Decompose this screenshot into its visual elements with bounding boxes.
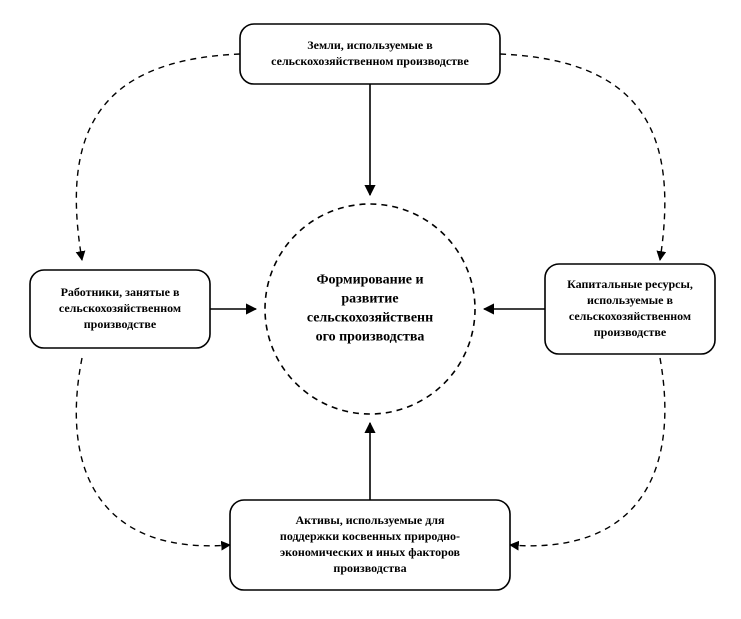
svg-text:развитие: развитие: [341, 292, 398, 307]
svg-text:сельскохозяйственном: сельскохозяйственном: [569, 309, 691, 323]
node-right: Капитальные ресурсы, используемые в сельск…: [545, 264, 715, 354]
svg-text:сельскохозяйственном: сельскохозяйственном: [59, 301, 181, 315]
node-left: Работники, занятые в сельскохозяйственном…: [30, 270, 210, 348]
dashed-arc-left-to-bottom: [76, 358, 230, 546]
svg-text:производстве: производстве: [594, 325, 667, 339]
node-top: Земли, используемые в сельскохозяйственно…: [240, 24, 500, 84]
svg-text:Земли, используемые в: Земли, используемые в: [307, 38, 433, 52]
svg-text:сельскохозяйственн: сельскохозяйственн: [307, 311, 433, 326]
dashed-arc-top-to-right: [500, 54, 665, 260]
svg-text:Капитальные ресурсы,: Капитальные ресурсы,: [567, 277, 693, 291]
svg-text:экономических и иных факторов: экономических и иных факторов: [280, 545, 461, 559]
dashed-arc-right-to-bottom: [510, 358, 665, 546]
svg-text:производстве: производстве: [84, 317, 157, 331]
node-bottom: Активы, используемые для поддержки косвен…: [230, 500, 510, 590]
svg-text:Формирование и: Формирование и: [316, 273, 423, 288]
svg-text:поддержки косвенных природно-: поддержки косвенных природно-: [280, 529, 460, 543]
dashed-arc-top-to-left: [76, 54, 240, 260]
svg-text:производства: производства: [333, 561, 406, 575]
center-circle-shape: [265, 204, 475, 414]
svg-text:сельскохозяйственном производс: сельскохозяйственном производстве: [271, 54, 469, 68]
svg-text:Активы, используемые для: Активы, используемые для: [295, 513, 445, 527]
svg-text:Работники, занятые в: Работники, занятые в: [61, 285, 180, 299]
center-circle: Формирование и развитие сельскохозяйственн…: [265, 204, 475, 414]
svg-text:ого производства: ого производства: [316, 330, 425, 345]
svg-text:используемые в: используемые в: [587, 293, 673, 307]
